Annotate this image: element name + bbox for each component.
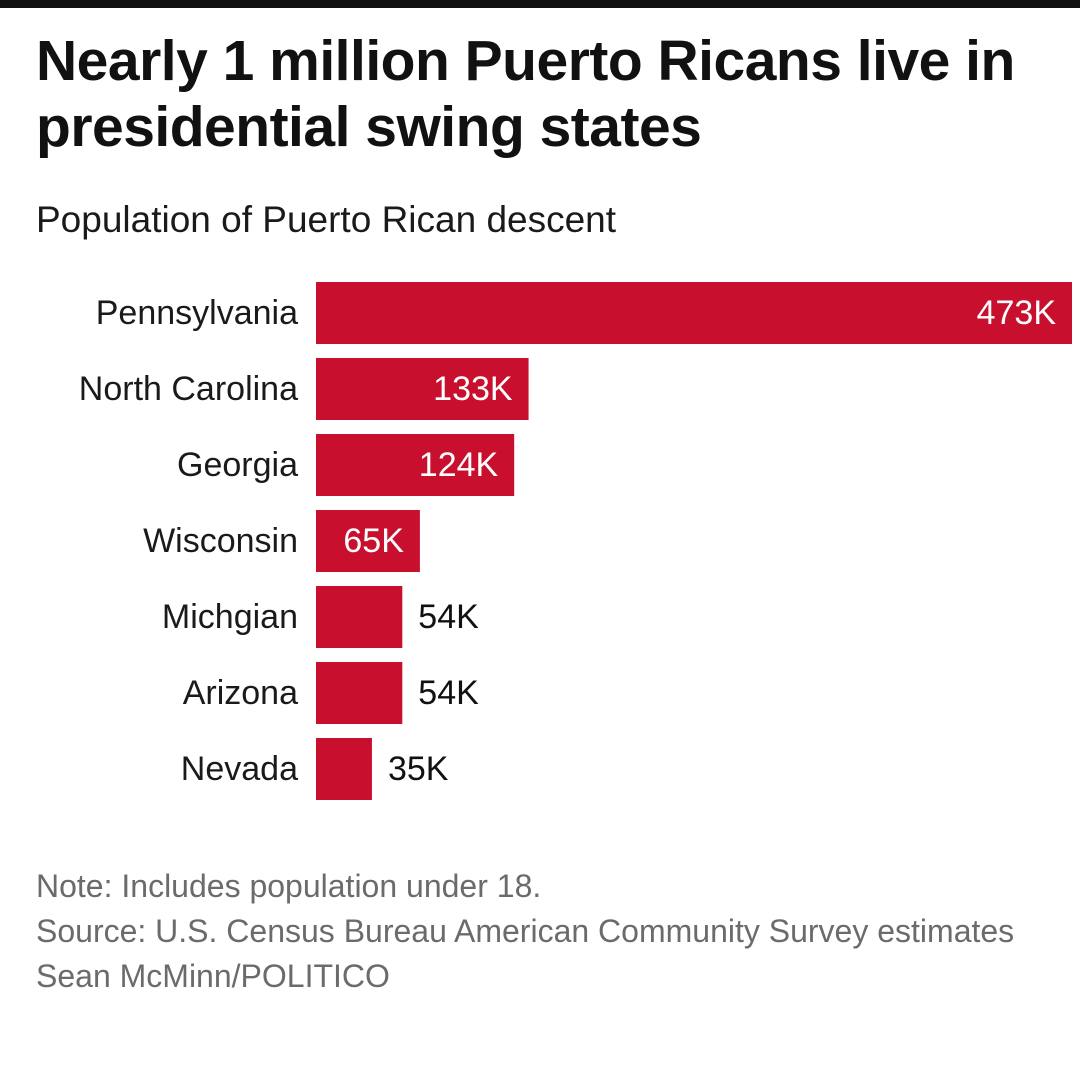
value-label: 54K: [418, 674, 479, 712]
chart-subtitle: Population of Puerto Rican descent: [36, 199, 617, 240]
footer-note: Note: Includes population under 18.: [36, 868, 542, 904]
bar-chart: Pennsylvania 473K North Carolina 133K Georgi…: [79, 282, 1072, 800]
footer-source: Source: U.S. Census Bureau American Comm…: [36, 913, 1015, 949]
chart-title: Nearly 1 million Puerto Ricans live in p…: [36, 29, 1015, 159]
top-rule: [0, 0, 1080, 8]
bar: [316, 282, 1072, 344]
bar: [316, 510, 420, 572]
value-label: 65K: [343, 522, 404, 560]
category-label: Nevada: [181, 750, 298, 788]
bar: [316, 586, 403, 648]
category-label: Georgia: [177, 446, 298, 484]
value-label: 54K: [418, 598, 479, 636]
category-label: Wisconsin: [143, 522, 298, 560]
category-label: North Carolina: [79, 370, 298, 408]
category-label: Arizona: [183, 674, 298, 712]
bar: [316, 434, 515, 496]
category-label: Michgian: [162, 598, 298, 636]
value-label: 35K: [388, 750, 449, 788]
chart-footer: Note: Includes population under 18. Sour…: [36, 864, 1046, 999]
bar: [316, 738, 372, 800]
value-label: 473K: [977, 294, 1057, 332]
value-label: 133K: [433, 370, 513, 408]
footer-credit: Sean McMinn/POLITICO: [36, 958, 390, 994]
category-label: Pennsylvania: [96, 294, 298, 332]
bar: [316, 662, 403, 724]
bar: [316, 358, 529, 420]
value-label: 124K: [419, 446, 499, 484]
